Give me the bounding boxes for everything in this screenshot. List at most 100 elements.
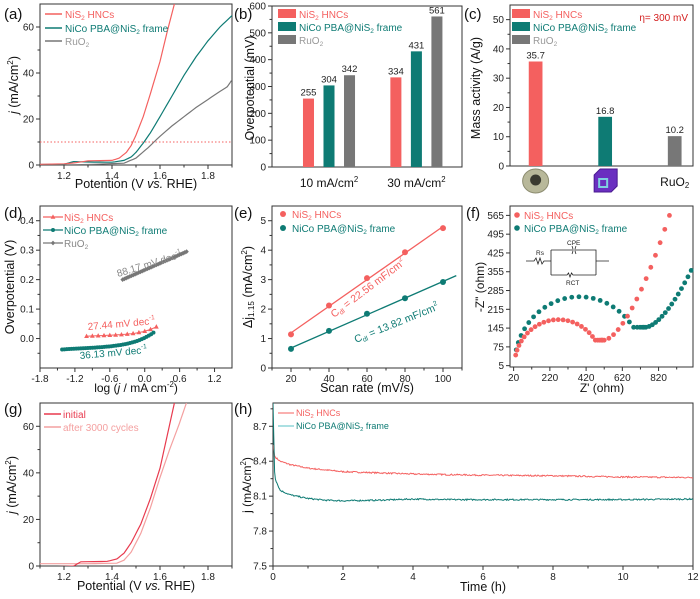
- text-span: 561: [429, 5, 445, 16]
- text-span: NiCo PBA@NiS: [524, 224, 596, 235]
- series-line: [40, 403, 187, 565]
- text-span: 20: [508, 373, 520, 384]
- text-span: 60: [23, 422, 35, 433]
- panel-e-axes: 20 40 60 80 100 0 1 2 3 4 5 (e) NiS2​ HNCs NiCo PBA@N…: [234, 205, 463, 395]
- x-tick-label: 4: [410, 572, 416, 583]
- data-point: [590, 334, 595, 339]
- text-span: 10 mA/cm: [300, 176, 354, 190]
- data-point: [171, 254, 177, 260]
- text-span: dl: [338, 308, 347, 317]
- bar-value-label: 304: [321, 74, 337, 85]
- nico-pba-frame-cube-icon: [593, 168, 618, 193]
- data-point: [531, 314, 536, 320]
- text-span: 220: [542, 373, 559, 384]
- y-tick-label: 4: [260, 246, 266, 257]
- text-span: -1: [149, 314, 156, 322]
- y-tick-label: 355: [487, 267, 504, 278]
- data-point: [180, 250, 186, 256]
- data-point: [659, 313, 665, 319]
- text-span: 8: [550, 572, 556, 583]
- text-span: 27.44 mV dec: [87, 317, 149, 333]
- text-span: 2: [315, 15, 319, 22]
- text-span: 7.5: [253, 562, 267, 573]
- legend-swatch: [512, 22, 530, 31]
- data-point: [574, 321, 580, 327]
- data-point: [639, 286, 644, 292]
- y-axis-label: -Z" (ohm): [473, 262, 487, 312]
- x-tick-label: 1.4: [105, 572, 119, 583]
- x-tick-label: 420: [578, 373, 595, 384]
- legend-swatch: [278, 9, 296, 18]
- text-span: 20: [285, 374, 297, 385]
- text-span: NiCo PBA@NiS: [65, 24, 137, 35]
- data-point: [643, 276, 649, 282]
- legend-label: NiCo PBA@NiS2​ frame: [533, 23, 637, 35]
- text-span: dl: [362, 335, 370, 344]
- bar: [390, 77, 402, 167]
- legend: initial after 3000 cycles: [44, 410, 139, 434]
- text-span: 20: [23, 115, 35, 126]
- bar-value-label: 35.7: [526, 50, 545, 61]
- data-point: [525, 330, 530, 336]
- legend-marker: [280, 211, 286, 217]
- bar-value-label: 561: [429, 5, 445, 16]
- text-span: Scan rate (mV/s): [320, 381, 414, 395]
- text-span: -Z" (ohm): [473, 262, 487, 312]
- text-span: 0: [270, 572, 276, 583]
- x-tick-label: 1.8: [201, 171, 215, 182]
- y-tick-label: 200: [249, 109, 266, 120]
- data-point: [95, 333, 101, 338]
- panel-label: (a): [4, 6, 22, 23]
- data-point: [536, 309, 542, 315]
- bar: [302, 98, 314, 167]
- text-span: NiCo PBA@NiS: [292, 224, 364, 235]
- text-span: 300: [249, 82, 266, 93]
- data-point: [288, 345, 294, 352]
- data-point: [541, 319, 547, 325]
- x-axis-label: Potential (V vs. RHE): [77, 579, 195, 593]
- legend-label: after 3000 cycles: [63, 423, 139, 434]
- text-span: 1.8: [201, 171, 215, 182]
- series-line: [56, 403, 175, 566]
- eta-annotation: η= 300 mV: [639, 13, 688, 24]
- text-span: 2: [540, 216, 544, 223]
- text-span: 334: [388, 66, 404, 77]
- y-tick-label: 40: [23, 468, 35, 479]
- text-span: 60: [23, 23, 35, 34]
- data-point: [653, 252, 658, 258]
- plot-frame: [39, 205, 233, 369]
- data-point: [604, 300, 610, 306]
- data-point: [526, 320, 532, 325]
- text-span: 4: [410, 572, 416, 583]
- cpe-label: CPE: [567, 240, 581, 247]
- text-span: RuO: [660, 175, 685, 189]
- legend-label: NiCo PBA@NiS2​ frame: [299, 23, 403, 35]
- text-span: (d): [4, 205, 22, 222]
- data-point: [586, 330, 592, 336]
- y-tick-label: 500: [249, 28, 266, 39]
- text-span: vs.: [147, 177, 163, 191]
- y-tick-label: 600: [249, 2, 266, 13]
- data-point: [402, 249, 408, 256]
- text-span: 40: [23, 468, 35, 479]
- data-point: [657, 240, 663, 246]
- panel-f-axes: 20 220 420 620 820 5 75 145 215 285 355 425 495 565 (f…: [466, 205, 694, 395]
- data-point: [565, 318, 571, 324]
- data-point: [364, 310, 370, 317]
- fit-line: [290, 275, 457, 349]
- text-span: 2: [311, 414, 314, 420]
- bar: [598, 116, 613, 166]
- text-span: 2: [260, 305, 266, 316]
- x-axis-label: Scan rate (mV/s): [320, 381, 414, 395]
- text-span: Mass activity (A/g): [469, 37, 483, 139]
- x-tick-label: 1.4: [105, 171, 119, 182]
- data-point: [548, 301, 554, 307]
- y-axis-label: Overpotential (mV): [243, 36, 257, 141]
- data-point: [688, 268, 694, 273]
- text-span: 1.15: [247, 301, 256, 317]
- data-point: [669, 301, 675, 307]
- text-span: ): [174, 381, 178, 395]
- text-span: = 22.56 mF/cm: [339, 259, 405, 313]
- text-span: NiS: [292, 210, 308, 221]
